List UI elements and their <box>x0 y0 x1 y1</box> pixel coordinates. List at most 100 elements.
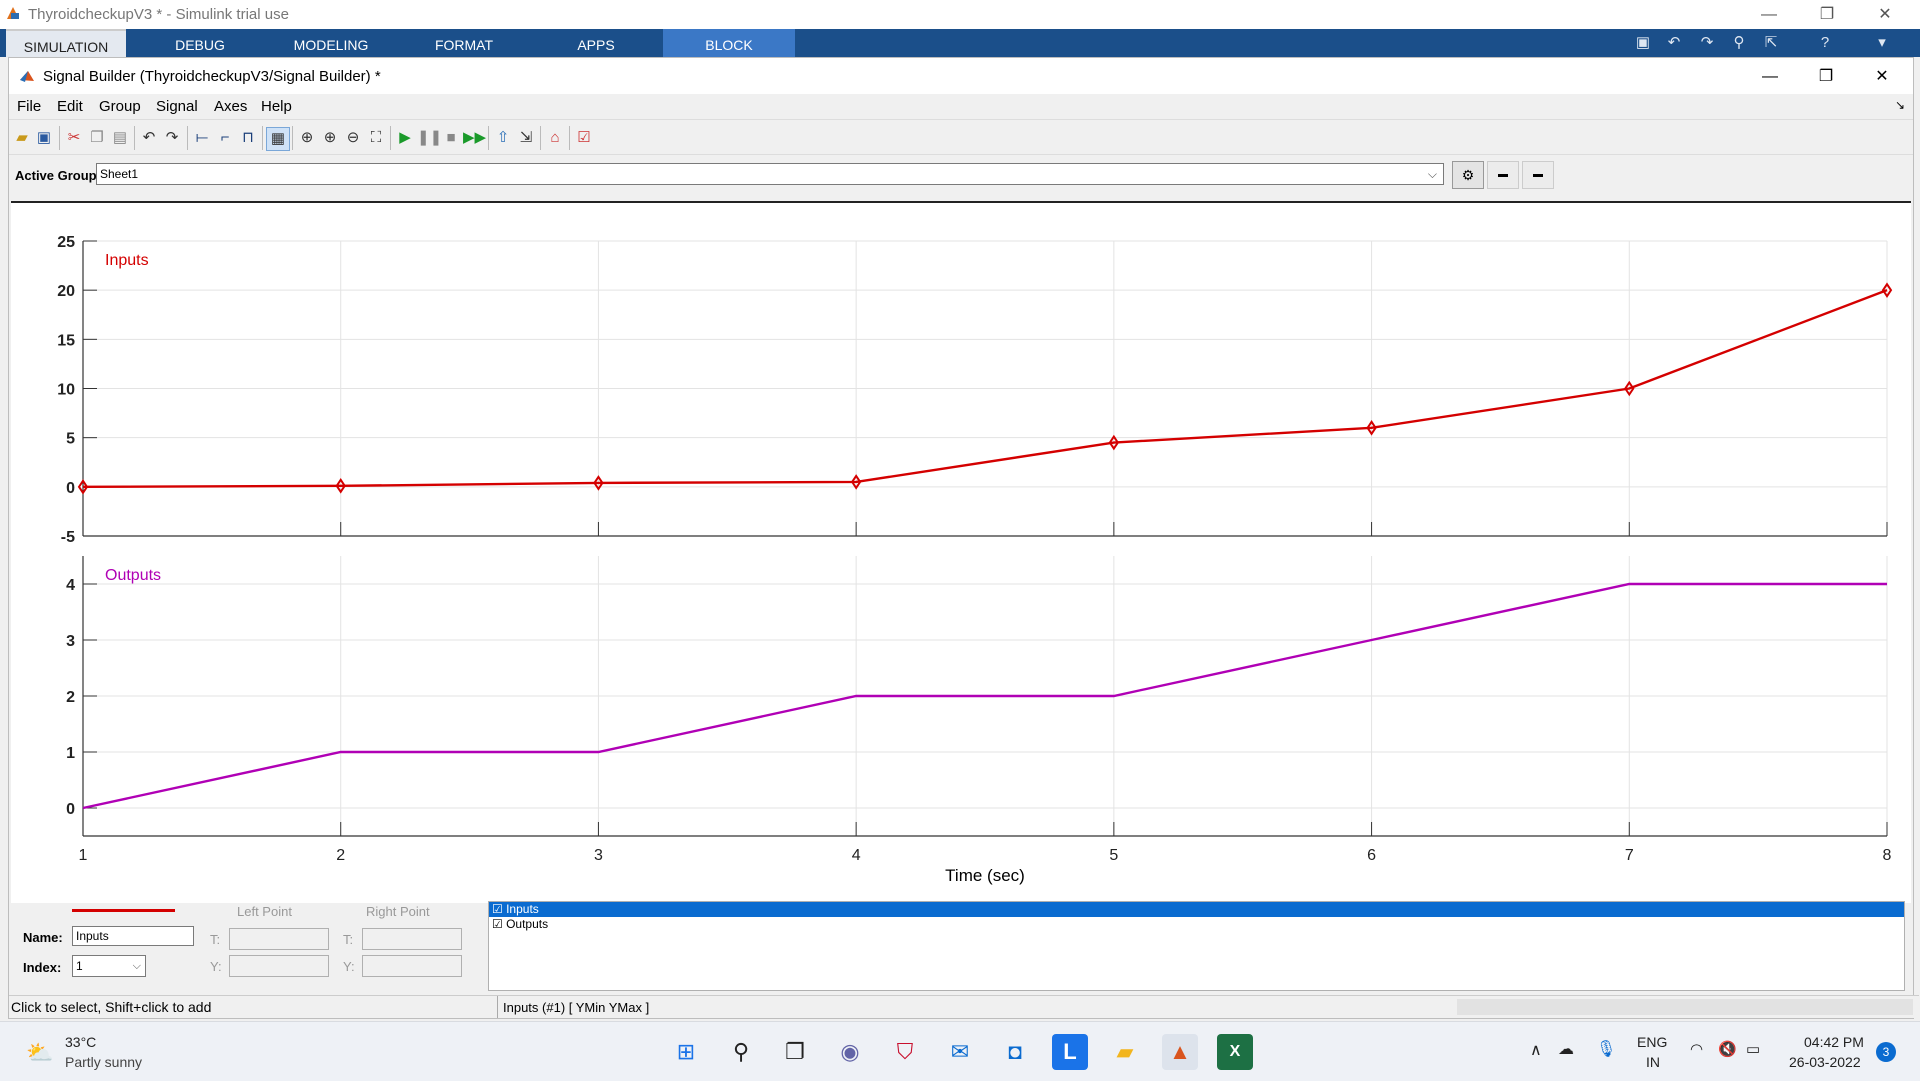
menu-help[interactable]: Help <box>261 98 292 115</box>
language-code[interactable]: ENG <box>1637 1034 1668 1050</box>
chat-icon[interactable]: ◉ <box>840 1039 860 1064</box>
fit-view-icon[interactable]: ⛶ <box>370 129 382 146</box>
constant-signal-icon[interactable]: ⟝ <box>195 129 209 146</box>
undo-icon[interactable]: ↶ <box>1667 34 1681 51</box>
search-icon[interactable]: ⚲ <box>1733 34 1745 51</box>
share-icon[interactable]: ⇱ <box>1764 34 1778 51</box>
menu-group[interactable]: Group <box>99 98 141 115</box>
wifi-icon[interactable]: ◠ <box>1690 1041 1704 1058</box>
x-tick-label: 2 <box>336 847 345 864</box>
copy-icon[interactable]: ❐ <box>90 129 104 146</box>
status-scrollbar[interactable] <box>1457 999 1913 1015</box>
pause-icon[interactable]: ❚❚ <box>417 129 443 146</box>
toolbar-separator <box>187 126 188 150</box>
volume-mute-icon[interactable]: 🔇 <box>1718 1041 1737 1058</box>
battery-icon[interactable]: ▭ <box>1746 1041 1761 1058</box>
expand-button[interactable]: ▬ <box>1522 161 1554 189</box>
signal-point <box>77 479 89 495</box>
tab-debug[interactable]: DEBUG <box>175 37 225 53</box>
save-icon[interactable]: ▣ <box>1635 34 1651 51</box>
import-icon[interactable]: ⇲ <box>519 129 533 146</box>
task-view-icon[interactable]: ❐ <box>785 1039 805 1064</box>
step-signal-icon[interactable]: ⌐ <box>220 129 230 146</box>
right-t-label: T: <box>343 932 354 947</box>
start-icon[interactable]: ⊞ <box>676 1039 696 1064</box>
plot-title: Inputs <box>105 252 149 269</box>
signal-list-item-inputs[interactable]: ☑ Inputs <box>489 902 1904 917</box>
onedrive-icon[interactable]: ☁ <box>1558 1041 1574 1058</box>
tab-modeling[interactable]: MODELING <box>293 37 369 53</box>
weather-temperature[interactable]: 33°C <box>65 1034 97 1050</box>
l-app-icon[interactable]: L <box>1052 1034 1088 1070</box>
pulse-signal-icon[interactable]: ⊓ <box>242 129 254 146</box>
signal-point <box>1881 282 1893 298</box>
group-settings-button[interactable]: ⚙ <box>1452 161 1484 189</box>
run-all-icon[interactable]: ▶▶ <box>463 129 487 146</box>
outlook-icon[interactable]: ◘ <box>1008 1039 1022 1064</box>
undo-icon[interactable]: ↶ <box>142 129 156 146</box>
x-axis-label: Time (sec) <box>945 866 1025 885</box>
stop-icon[interactable]: ■ <box>446 129 456 146</box>
cut-icon[interactable]: ✂ <box>67 129 81 146</box>
weather-description[interactable]: Partly sunny <box>65 1054 143 1070</box>
clock-time[interactable]: 04:42 PM <box>1804 1034 1864 1050</box>
y-tick-label: 3 <box>66 633 75 650</box>
left-t-field <box>229 928 329 950</box>
file-explorer-icon[interactable]: ▰ <box>1116 1039 1134 1064</box>
zoom-x-icon[interactable]: ⊕ <box>323 129 337 146</box>
index-select[interactable]: 1 ⌵ <box>72 955 146 977</box>
right-t-field <box>362 928 462 950</box>
x-tick-label: 4 <box>852 847 861 864</box>
tab-simulation[interactable]: SIMULATION <box>6 29 126 57</box>
signal-list-item-outputs[interactable]: ☑ Outputs <box>492 917 549 931</box>
help-icon[interactable]: ? <box>1820 34 1830 51</box>
save-icon[interactable]: ▣ <box>36 129 52 146</box>
collapse-button[interactable]: ▬ <box>1487 161 1519 189</box>
mcafee-icon[interactable]: ⛉ <box>896 1039 914 1064</box>
x-tick-label: 8 <box>1883 847 1892 864</box>
zoom-out-icon[interactable]: ⊖ <box>346 129 360 146</box>
close-button[interactable]: ✕ <box>1878 6 1892 23</box>
open-icon[interactable]: ▰ <box>16 129 28 146</box>
tab-apps[interactable]: APPS <box>577 37 615 53</box>
toolbar-separator <box>569 126 570 150</box>
language-region[interactable]: IN <box>1646 1054 1660 1070</box>
search-icon[interactable]: ⚲ <box>732 1039 750 1064</box>
show-model-icon[interactable]: ⇧ <box>496 129 510 146</box>
active-group-select[interactable]: Sheet1 ⌵ <box>96 163 1444 185</box>
clock-date[interactable]: 26-03-2022 <box>1789 1054 1861 1070</box>
undock-icon[interactable]: ↘ <box>1895 98 1906 112</box>
signal-name-input[interactable] <box>72 926 194 946</box>
sb-maximize-button[interactable]: ❐ <box>1818 68 1834 85</box>
chevron-down-icon[interactable]: ▾ <box>1878 34 1886 51</box>
redo-icon[interactable]: ↷ <box>165 129 179 146</box>
redo-icon[interactable]: ↷ <box>1700 34 1714 51</box>
tab-format[interactable]: FORMAT <box>434 37 494 53</box>
requirements-icon[interactable]: ☑ <box>577 129 591 146</box>
y-tick-label: 0 <box>66 801 75 818</box>
restore-button[interactable]: ❐ <box>1819 6 1835 23</box>
paste-icon[interactable]: ▤ <box>112 129 128 146</box>
chevron-up-icon[interactable]: ∧ <box>1530 1042 1542 1059</box>
weather-icon[interactable]: ⛅ <box>26 1040 54 1065</box>
notification-badge[interactable]: 3 <box>1876 1042 1896 1062</box>
zoom-xy-icon[interactable]: ⊕ <box>300 129 314 146</box>
signal-line <box>82 289 1888 489</box>
menu-signal[interactable]: Signal <box>156 98 198 115</box>
mail-icon[interactable]: ✉ <box>950 1039 970 1064</box>
sb-close-button[interactable]: ✕ <box>1875 68 1889 85</box>
signal-point <box>1108 434 1120 451</box>
microphone-icon[interactable]: 🎙 <box>1596 1041 1617 1058</box>
y-tick-label: 1 <box>66 745 75 762</box>
tab-block[interactable]: BLOCK <box>663 29 795 57</box>
excel-icon[interactable]: X <box>1217 1034 1253 1070</box>
menu-edit[interactable]: Edit <box>57 98 83 115</box>
sb-minimize-button[interactable]: — <box>1762 68 1778 85</box>
matlab-taskbar-icon[interactable]: ▲ <box>1162 1034 1198 1070</box>
start-simulation-icon[interactable]: ▶ <box>399 129 411 146</box>
grid-icon[interactable]: ▦ <box>266 127 290 151</box>
minimize-button[interactable]: — <box>1761 6 1777 23</box>
menu-file[interactable]: File <box>17 98 42 115</box>
verification-icon[interactable]: ⌂ <box>550 129 560 146</box>
menu-axes[interactable]: Axes <box>214 98 248 115</box>
